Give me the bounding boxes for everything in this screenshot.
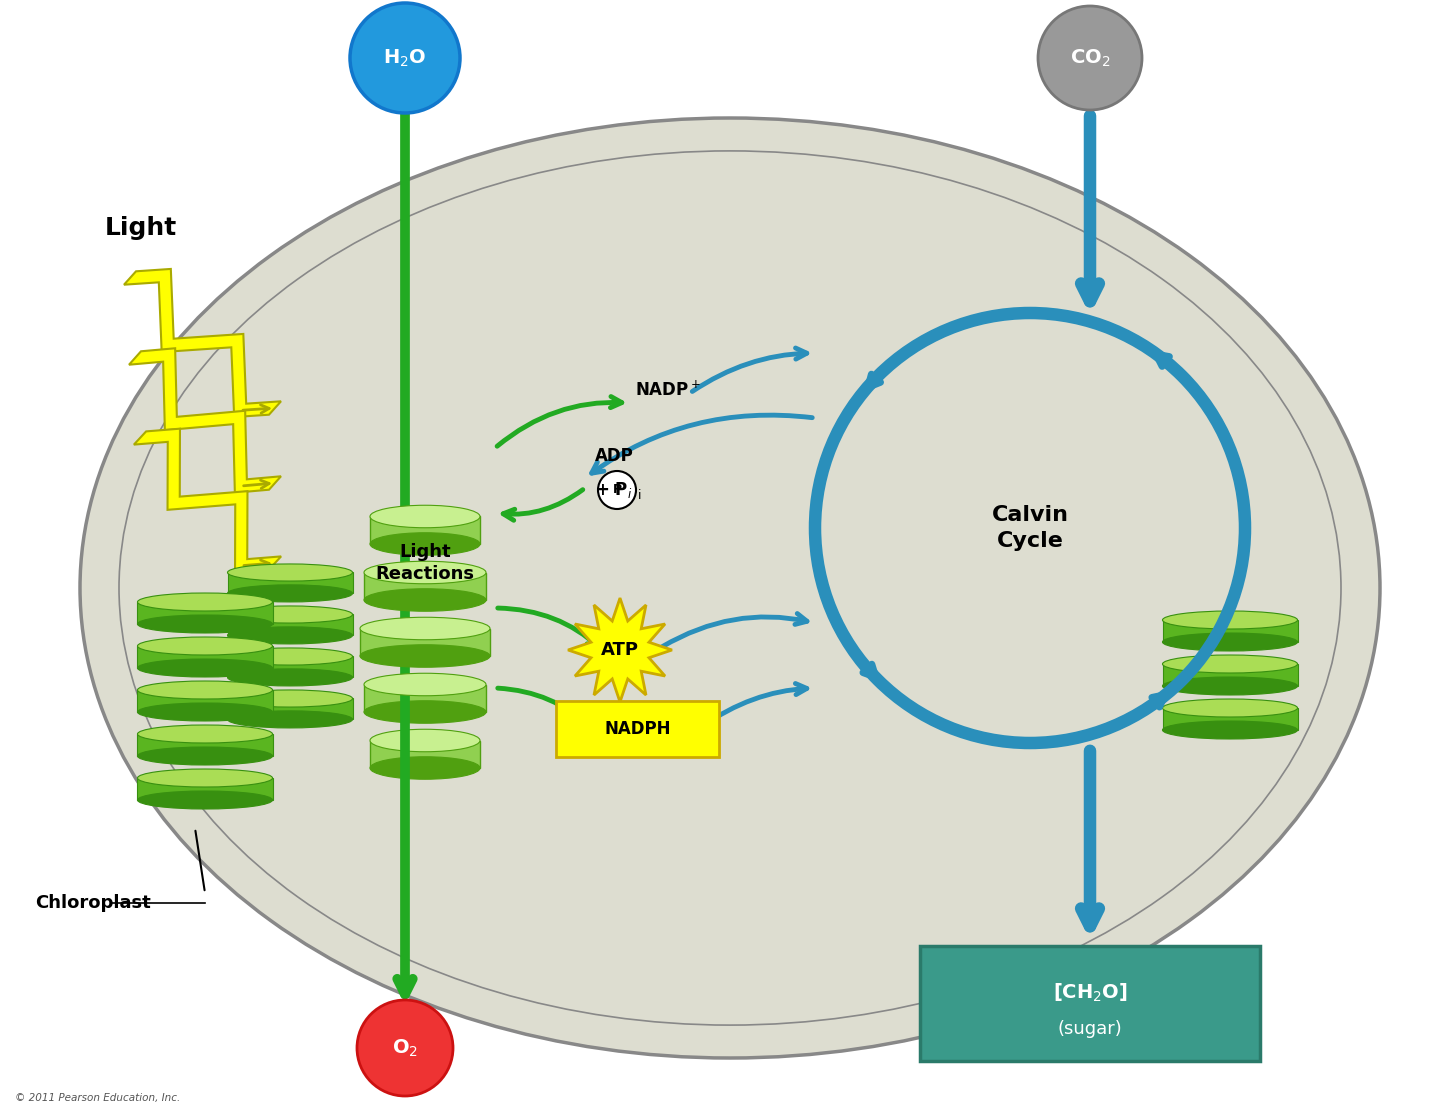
Circle shape [1038,6,1142,110]
FancyBboxPatch shape [556,701,719,757]
Ellipse shape [137,769,272,787]
Ellipse shape [364,700,487,724]
Bar [228,657,353,677]
Ellipse shape [360,617,490,639]
Bar [137,690,272,712]
Ellipse shape [370,505,480,527]
Bar [137,733,272,756]
Text: O$_2$: O$_2$ [392,1037,418,1058]
Text: Light
Reactions: Light Reactions [376,543,475,583]
Text: Chloroplast: Chloroplast [35,894,151,912]
Ellipse shape [81,117,1380,1058]
Circle shape [350,3,459,113]
Text: Light: Light [105,216,177,240]
Ellipse shape [137,702,272,721]
Bar [364,685,487,712]
Ellipse shape [360,645,490,667]
Ellipse shape [137,593,272,611]
Ellipse shape [1162,677,1297,695]
Text: ATP: ATP [600,642,639,659]
Ellipse shape [1162,721,1297,739]
Text: i: i [638,490,641,503]
Circle shape [357,1001,454,1096]
Ellipse shape [137,637,272,655]
Text: NADPH: NADPH [605,720,671,738]
Ellipse shape [137,791,272,809]
Bar [1162,708,1297,730]
Ellipse shape [1162,611,1297,629]
Bar [137,778,272,800]
Ellipse shape [370,729,480,751]
Ellipse shape [137,615,272,633]
Text: (sugar): (sugar) [1057,1020,1122,1038]
Polygon shape [134,429,281,573]
Bar [137,646,272,668]
Ellipse shape [364,588,487,612]
Text: [CH$_2$O]: [CH$_2$O] [1053,982,1128,1004]
Ellipse shape [228,669,353,686]
Ellipse shape [1162,699,1297,717]
Text: H$_2$O: H$_2$O [383,48,426,69]
Ellipse shape [370,533,480,555]
Ellipse shape [137,659,272,677]
Ellipse shape [1162,633,1297,652]
Text: Calvin
Cycle: Calvin Cycle [992,505,1068,551]
Ellipse shape [364,562,487,584]
Ellipse shape [228,690,353,707]
Ellipse shape [364,674,487,696]
Text: P: P [612,483,622,496]
Polygon shape [130,348,281,493]
Bar [370,516,480,544]
Ellipse shape [228,564,353,581]
Ellipse shape [228,627,353,644]
Ellipse shape [137,747,272,765]
Bar [137,602,272,624]
Bar [364,573,487,601]
Text: CO$_2$: CO$_2$ [1070,48,1110,69]
Bar [228,615,353,635]
Text: + P$_i$: + P$_i$ [595,480,632,500]
Ellipse shape [1162,655,1297,673]
Text: ADP: ADP [595,447,634,465]
Circle shape [598,471,636,509]
Polygon shape [124,269,281,417]
Text: © 2011 Pearson Education, Inc.: © 2011 Pearson Education, Inc. [14,1092,180,1102]
Bar [370,740,480,768]
Ellipse shape [228,606,353,623]
Ellipse shape [228,648,353,665]
Ellipse shape [228,711,353,728]
Polygon shape [567,598,672,702]
Ellipse shape [228,585,353,602]
Bar [360,628,490,656]
Bar [228,698,353,719]
Ellipse shape [137,681,272,699]
Text: NADP$^+$: NADP$^+$ [635,380,701,400]
Ellipse shape [370,757,480,779]
Bar [228,573,353,594]
Ellipse shape [137,725,272,743]
Bar [1162,620,1297,642]
FancyBboxPatch shape [920,946,1260,1061]
Bar [1162,664,1297,686]
